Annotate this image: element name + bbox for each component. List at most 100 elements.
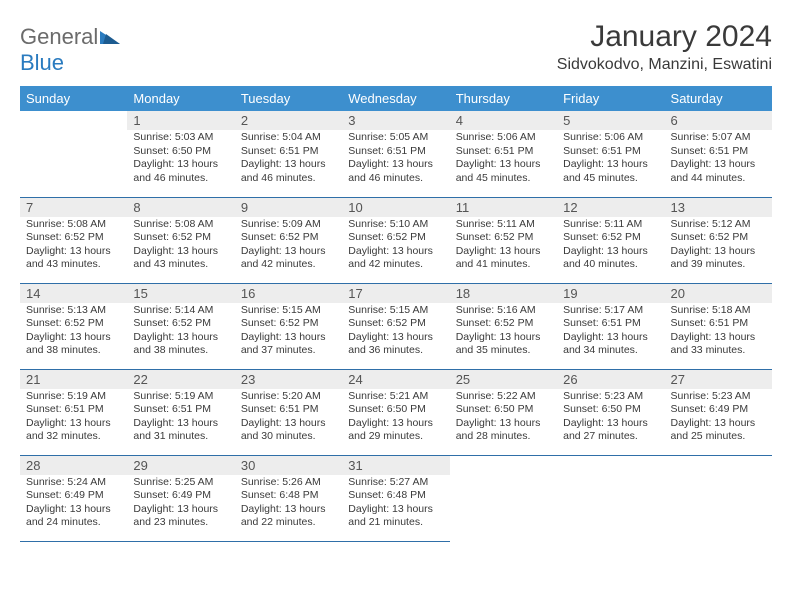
sunrise-text: Sunrise: 5:17 AM <box>563 304 658 317</box>
day-cell: 25Sunrise: 5:22 AMSunset: 6:50 PMDayligh… <box>450 369 557 455</box>
day-number: 4 <box>450 111 557 130</box>
day-cell: 20Sunrise: 5:18 AMSunset: 6:51 PMDayligh… <box>665 283 772 369</box>
day-number: 16 <box>235 284 342 303</box>
day-info: Sunrise: 5:19 AMSunset: 6:51 PMDaylight:… <box>127 389 234 447</box>
daylight-text: Daylight: 13 hours and 28 minutes. <box>456 417 551 444</box>
day-number: 12 <box>557 198 664 217</box>
day-cell: 27Sunrise: 5:23 AMSunset: 6:49 PMDayligh… <box>665 369 772 455</box>
title-block: January 2024 Sidvokodvo, Manzini, Eswati… <box>557 20 772 74</box>
sunrise-text: Sunrise: 5:13 AM <box>26 304 121 317</box>
col-header: Wednesday <box>342 86 449 111</box>
sunrise-text: Sunrise: 5:07 AM <box>671 131 766 144</box>
sunrise-text: Sunrise: 5:27 AM <box>348 476 443 489</box>
sunset-text: Sunset: 6:52 PM <box>241 317 336 330</box>
sunrise-text: Sunrise: 5:06 AM <box>563 131 658 144</box>
day-info: Sunrise: 5:23 AMSunset: 6:49 PMDaylight:… <box>665 389 772 447</box>
day-info: Sunrise: 5:25 AMSunset: 6:49 PMDaylight:… <box>127 475 234 533</box>
sunset-text: Sunset: 6:52 PM <box>563 231 658 244</box>
day-number: 13 <box>665 198 772 217</box>
day-info: Sunrise: 5:08 AMSunset: 6:52 PMDaylight:… <box>20 217 127 275</box>
calendar-row: .1Sunrise: 5:03 AMSunset: 6:50 PMDayligh… <box>20 111 772 197</box>
day-info: Sunrise: 5:19 AMSunset: 6:51 PMDaylight:… <box>20 389 127 447</box>
sunset-text: Sunset: 6:52 PM <box>133 231 228 244</box>
day-info: Sunrise: 5:05 AMSunset: 6:51 PMDaylight:… <box>342 130 449 188</box>
day-cell: 7Sunrise: 5:08 AMSunset: 6:52 PMDaylight… <box>20 197 127 283</box>
day-number: 24 <box>342 370 449 389</box>
daylight-text: Daylight: 13 hours and 30 minutes. <box>241 417 336 444</box>
day-cell: 14Sunrise: 5:13 AMSunset: 6:52 PMDayligh… <box>20 283 127 369</box>
sunset-text: Sunset: 6:51 PM <box>241 145 336 158</box>
calendar-header-row: Sunday Monday Tuesday Wednesday Thursday… <box>20 86 772 111</box>
sunset-text: Sunset: 6:48 PM <box>348 489 443 502</box>
day-number: 30 <box>235 456 342 475</box>
sunset-text: Sunset: 6:49 PM <box>671 403 766 416</box>
calendar-row: 28Sunrise: 5:24 AMSunset: 6:49 PMDayligh… <box>20 455 772 541</box>
day-cell: 19Sunrise: 5:17 AMSunset: 6:51 PMDayligh… <box>557 283 664 369</box>
day-number: 6 <box>665 111 772 130</box>
daylight-text: Daylight: 13 hours and 25 minutes. <box>671 417 766 444</box>
sunrise-text: Sunrise: 5:03 AM <box>133 131 228 144</box>
day-cell: 4Sunrise: 5:06 AMSunset: 6:51 PMDaylight… <box>450 111 557 197</box>
day-number: 8 <box>127 198 234 217</box>
daylight-text: Daylight: 13 hours and 38 minutes. <box>26 331 121 358</box>
day-cell: 11Sunrise: 5:11 AMSunset: 6:52 PMDayligh… <box>450 197 557 283</box>
day-number: 9 <box>235 198 342 217</box>
sunset-text: Sunset: 6:52 PM <box>456 317 551 330</box>
sunset-text: Sunset: 6:51 PM <box>671 317 766 330</box>
day-number: 14 <box>20 284 127 303</box>
daylight-text: Daylight: 13 hours and 46 minutes. <box>241 158 336 185</box>
sunrise-text: Sunrise: 5:18 AM <box>671 304 766 317</box>
day-number: 18 <box>450 284 557 303</box>
day-cell: 9Sunrise: 5:09 AMSunset: 6:52 PMDaylight… <box>235 197 342 283</box>
day-number: 27 <box>665 370 772 389</box>
daylight-text: Daylight: 13 hours and 36 minutes. <box>348 331 443 358</box>
title-location: Sidvokodvo, Manzini, Eswatini <box>557 56 772 74</box>
day-info: Sunrise: 5:11 AMSunset: 6:52 PMDaylight:… <box>450 217 557 275</box>
sunrise-text: Sunrise: 5:24 AM <box>26 476 121 489</box>
day-number: 26 <box>557 370 664 389</box>
sunset-text: Sunset: 6:51 PM <box>456 145 551 158</box>
day-number: 31 <box>342 456 449 475</box>
daylight-text: Daylight: 13 hours and 43 minutes. <box>133 245 228 272</box>
col-header: Tuesday <box>235 86 342 111</box>
daylight-text: Daylight: 13 hours and 29 minutes. <box>348 417 443 444</box>
day-cell: 23Sunrise: 5:20 AMSunset: 6:51 PMDayligh… <box>235 369 342 455</box>
sunrise-text: Sunrise: 5:12 AM <box>671 218 766 231</box>
day-cell: 2Sunrise: 5:04 AMSunset: 6:51 PMDaylight… <box>235 111 342 197</box>
day-cell: 21Sunrise: 5:19 AMSunset: 6:51 PMDayligh… <box>20 369 127 455</box>
day-info: Sunrise: 5:21 AMSunset: 6:50 PMDaylight:… <box>342 389 449 447</box>
sunrise-text: Sunrise: 5:22 AM <box>456 390 551 403</box>
sunrise-text: Sunrise: 5:19 AM <box>26 390 121 403</box>
day-number: 21 <box>20 370 127 389</box>
calendar-row: 7Sunrise: 5:08 AMSunset: 6:52 PMDaylight… <box>20 197 772 283</box>
daylight-text: Daylight: 13 hours and 43 minutes. <box>26 245 121 272</box>
day-cell: 31Sunrise: 5:27 AMSunset: 6:48 PMDayligh… <box>342 455 449 541</box>
sunrise-text: Sunrise: 5:15 AM <box>348 304 443 317</box>
day-info: Sunrise: 5:03 AMSunset: 6:50 PMDaylight:… <box>127 130 234 188</box>
logo-blue: Blue <box>20 50 64 75</box>
sunrise-text: Sunrise: 5:05 AM <box>348 131 443 144</box>
day-info: Sunrise: 5:10 AMSunset: 6:52 PMDaylight:… <box>342 217 449 275</box>
daylight-text: Daylight: 13 hours and 37 minutes. <box>241 331 336 358</box>
sunset-text: Sunset: 6:51 PM <box>133 403 228 416</box>
daylight-text: Daylight: 13 hours and 38 minutes. <box>133 331 228 358</box>
day-cell: 26Sunrise: 5:23 AMSunset: 6:50 PMDayligh… <box>557 369 664 455</box>
sunrise-text: Sunrise: 5:19 AM <box>133 390 228 403</box>
sunrise-text: Sunrise: 5:14 AM <box>133 304 228 317</box>
day-info: Sunrise: 5:15 AMSunset: 6:52 PMDaylight:… <box>342 303 449 361</box>
sunset-text: Sunset: 6:51 PM <box>241 403 336 416</box>
sunset-text: Sunset: 6:51 PM <box>348 145 443 158</box>
day-info: Sunrise: 5:26 AMSunset: 6:48 PMDaylight:… <box>235 475 342 533</box>
day-info: Sunrise: 5:20 AMSunset: 6:51 PMDaylight:… <box>235 389 342 447</box>
col-header: Thursday <box>450 86 557 111</box>
day-info: Sunrise: 5:13 AMSunset: 6:52 PMDaylight:… <box>20 303 127 361</box>
daylight-text: Daylight: 13 hours and 34 minutes. <box>563 331 658 358</box>
sunrise-text: Sunrise: 5:20 AM <box>241 390 336 403</box>
day-cell: 18Sunrise: 5:16 AMSunset: 6:52 PMDayligh… <box>450 283 557 369</box>
sunset-text: Sunset: 6:52 PM <box>26 317 121 330</box>
col-header: Saturday <box>665 86 772 111</box>
day-info: Sunrise: 5:15 AMSunset: 6:52 PMDaylight:… <box>235 303 342 361</box>
day-number: 19 <box>557 284 664 303</box>
sunset-text: Sunset: 6:50 PM <box>456 403 551 416</box>
sunrise-text: Sunrise: 5:08 AM <box>26 218 121 231</box>
